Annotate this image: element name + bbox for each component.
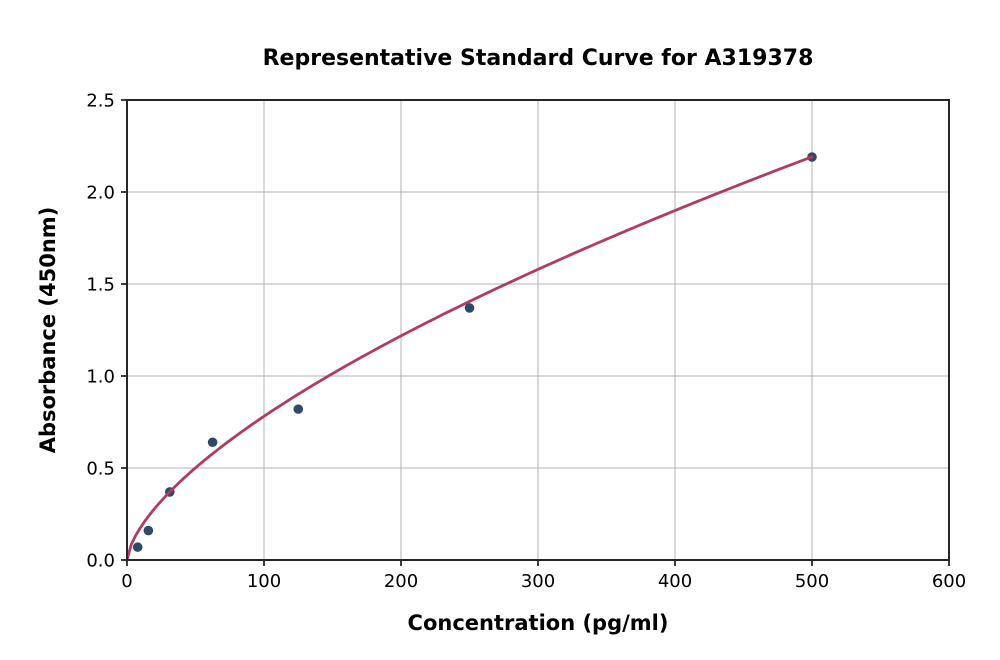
x-tick-label: 200 [384,571,418,592]
fit-curve-group [125,155,814,562]
x-tick-label: 600 [932,571,966,592]
x-axis-label: Concentration (pg/ml) [408,611,669,635]
chart-title: Representative Standard Curve for A31937… [263,46,814,71]
data-point [293,404,304,414]
y-tick-label: 2.5 [86,91,115,112]
data-points-group [132,152,817,552]
tick-labels-group: 0 100 200 300 400 500 600 0.0 0.5 1.0 1.5 2.0 2.5 [86,91,966,593]
ticks-group [121,99,950,566]
y-tick-label: 2.0 [86,183,115,204]
y-tick-label: 0.0 [86,551,115,572]
y-axis-label: Absorbance (450nm) [36,207,60,454]
data-point [464,303,475,313]
y-tick-label: 0.5 [86,459,115,480]
grid-group [126,99,950,561]
x-tick-label: 500 [795,571,829,592]
y-tick-label: 1.0 [86,367,115,388]
data-point [143,525,154,536]
y-tick-label: 1.5 [86,275,115,296]
data-point [132,542,143,552]
x-tick-label: 300 [521,571,555,592]
fit-curve [125,155,814,562]
x-tick-label: 0 [121,571,132,592]
x-tick-label: 400 [658,571,692,592]
x-tick-label: 100 [247,571,281,592]
data-point [207,437,218,448]
